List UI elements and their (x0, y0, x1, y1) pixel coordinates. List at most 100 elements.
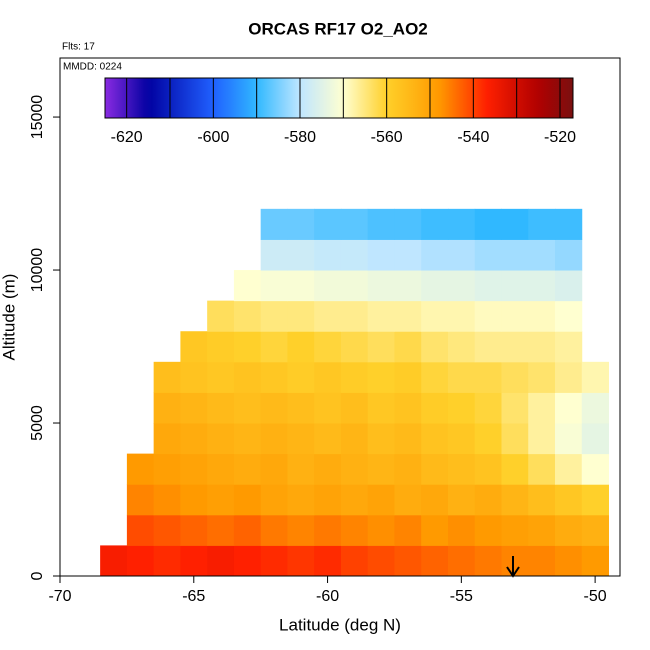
heatmap-cell (233, 392, 262, 424)
heatmap-cell (260, 331, 288, 363)
heatmap-cell (340, 270, 369, 302)
heatmap-cell (394, 484, 422, 516)
heatmap-cell (340, 239, 369, 271)
heatmap-cell (287, 361, 315, 393)
heatmap-cell (528, 208, 556, 240)
heatmap-cell (421, 300, 449, 332)
heatmap-cell (421, 453, 449, 485)
heatmap-cell (233, 423, 262, 455)
heatmap-cell (207, 361, 235, 393)
heatmap-cell (554, 239, 583, 271)
heatmap-cell (447, 208, 476, 240)
heatmap-cell (126, 453, 155, 485)
heatmap-cell (501, 423, 529, 455)
heatmap-cell (421, 361, 449, 393)
heatmap-cell (314, 361, 342, 393)
heatmap-cell (554, 423, 583, 455)
heatmap-cell (314, 300, 342, 332)
heatmap-cell (474, 423, 502, 455)
heatmap-cell (474, 453, 502, 485)
heatmap-cell (474, 545, 502, 577)
heatmap-cell (421, 239, 449, 271)
heatmap-cell (447, 239, 476, 271)
heatmap-cell (287, 514, 315, 546)
heatmap-cell (421, 545, 449, 577)
heatmap-cell (233, 300, 262, 332)
heatmap-cell (180, 331, 208, 363)
x-tick-label: -65 (182, 588, 205, 605)
heatmap-cell (474, 514, 502, 546)
heatmap-cell (340, 423, 369, 455)
heatmap-cell (554, 514, 583, 546)
heatmap-cell (501, 270, 529, 302)
heatmap-cell (447, 270, 476, 302)
heatmap-cell (367, 331, 395, 363)
heatmap-cell (447, 453, 476, 485)
heatmap-cell (554, 545, 583, 577)
heatmap-cell (367, 545, 395, 577)
heatmap-cell (447, 423, 476, 455)
y-tick-label: 5000 (29, 405, 46, 441)
heatmap-cell (581, 514, 609, 546)
heatmap-cell (554, 270, 583, 302)
heatmap-cell (581, 484, 609, 516)
heatmap-cell (554, 300, 583, 332)
heatmap-cell (153, 361, 181, 393)
heatmap-cell (287, 239, 315, 271)
heatmap-cell (260, 484, 288, 516)
heatmap-cell (287, 392, 315, 424)
heatmap-cell (581, 423, 609, 455)
heatmap-cell (233, 453, 262, 485)
heatmap (100, 208, 609, 577)
annotation: MMDD: 0224 (63, 62, 122, 73)
heatmap-cell (180, 392, 208, 424)
heatmap-cell (287, 208, 315, 240)
heatmap-cell (581, 361, 609, 393)
heatmap-cell (233, 514, 262, 546)
heatmap-cell (340, 208, 369, 240)
heatmap-cell (367, 423, 395, 455)
heatmap-cell (180, 453, 208, 485)
heatmap-cell (314, 392, 342, 424)
heatmap-cell (501, 300, 529, 332)
heatmap-cell (474, 239, 502, 271)
heatmap-cell (474, 300, 502, 332)
heatmap-cell (554, 361, 583, 393)
heatmap-cell (367, 300, 395, 332)
heatmap-cell (314, 545, 342, 577)
heatmap-cell (394, 453, 422, 485)
heatmap-cell (340, 331, 369, 363)
heatmap-cell (581, 392, 609, 424)
colorbar: -620 -600 -580 -560 -540 -520 (104, 77, 576, 146)
heatmap-cell (207, 392, 235, 424)
heatmap-cell (367, 361, 395, 393)
heatmap-cell (474, 392, 502, 424)
heatmap-cell (314, 514, 342, 546)
heatmap-cell (554, 208, 583, 240)
plot-frame (59, 57, 621, 577)
heatmap-cell (528, 484, 556, 516)
heatmap-cell (207, 514, 235, 546)
heatmap-cell (180, 484, 208, 516)
heatmap-cell (474, 331, 502, 363)
heatmap-cell (367, 484, 395, 516)
heatmap-cell (180, 423, 208, 455)
heatmap-cell (367, 453, 395, 485)
heatmap-cell (394, 514, 422, 546)
heatmap-cell (501, 361, 529, 393)
heatmap-cell (100, 545, 128, 577)
heatmap-cell (340, 484, 369, 516)
heatmap-cell (501, 239, 529, 271)
heatmap-cell (474, 484, 502, 516)
heatmap-cell (421, 484, 449, 516)
heatmap-cell (233, 545, 262, 577)
heatmap-cell (260, 423, 288, 455)
heatmap-cell (314, 423, 342, 455)
heatmap-cell (554, 392, 583, 424)
annotation: Flts: 17 (62, 42, 95, 53)
heatmap-cell (340, 392, 369, 424)
heatmap-cell (528, 361, 556, 393)
colorbar-tick-label: -520 (544, 129, 576, 146)
